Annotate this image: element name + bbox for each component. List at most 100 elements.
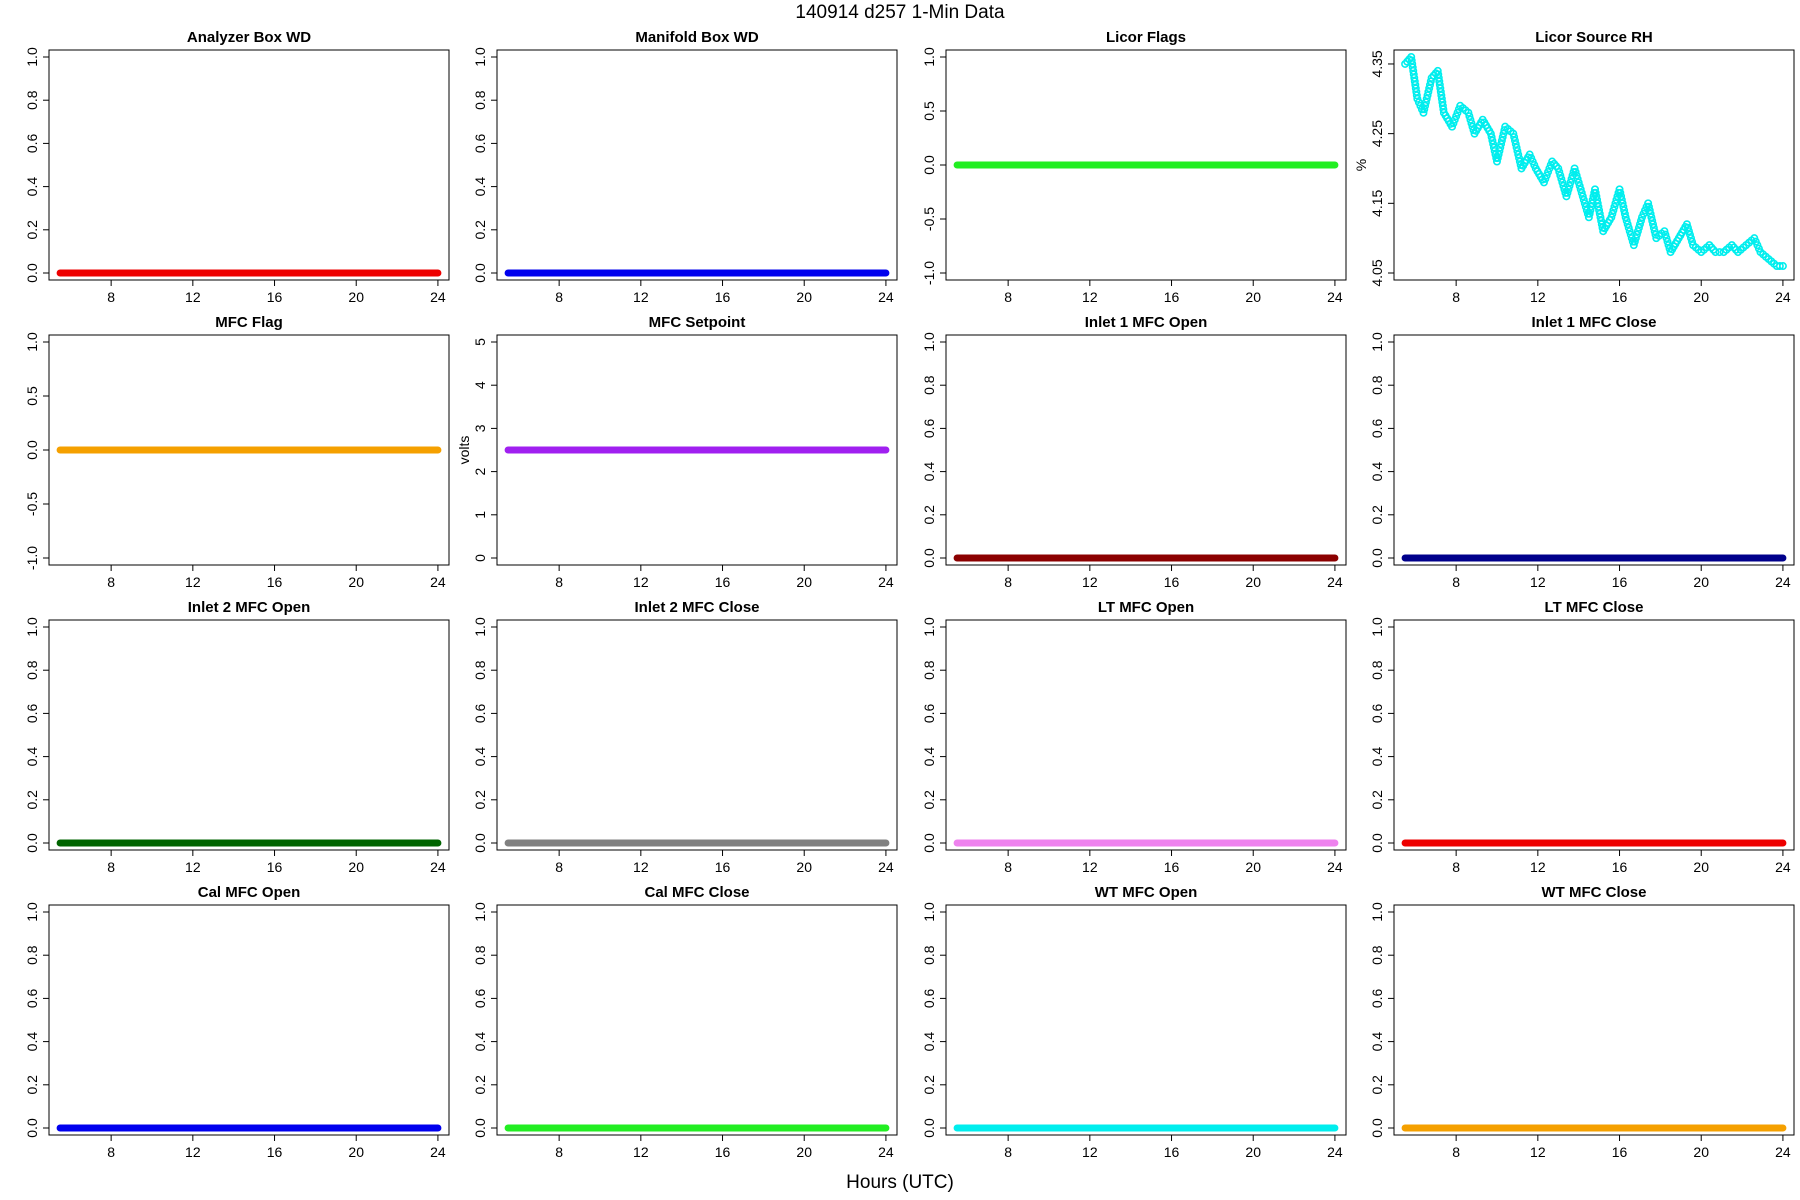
y-tick-label: 0.2 — [1369, 1075, 1385, 1095]
y-tick-label: -0.5 — [921, 207, 937, 231]
y-tick-label: 2 — [472, 467, 488, 475]
panel-title: Licor Flags — [1106, 29, 1186, 46]
panel: Inlet 2 MFC Close 8 12 16 20 24 0.0 0.2 0.4 0.6 0.… — [472, 599, 898, 875]
data-point — [1570, 164, 1579, 173]
data-point — [1687, 234, 1696, 243]
x-axis-title: Hours (UTC) — [846, 1172, 954, 1193]
x-tick-label: 8 — [107, 859, 115, 875]
data-point — [1494, 150, 1503, 159]
y-tick-label: 0.8 — [472, 90, 488, 110]
data-point — [1618, 199, 1627, 208]
x-tick-label: 20 — [1693, 574, 1709, 590]
data-point — [1775, 262, 1784, 271]
y-tick-label: -1.0 — [24, 546, 40, 570]
y-tick-label: 0.4 — [921, 462, 937, 482]
x-tick-label: 20 — [1693, 1144, 1709, 1160]
panel: Inlet 1 MFC Close 8 12 16 20 24 0.0 0.2 0.4 0.6 0.… — [1369, 314, 1795, 590]
data-point — [1577, 188, 1586, 197]
plot-frame — [496, 334, 898, 566]
panel-title: Inlet 2 MFC Close — [634, 599, 759, 616]
panel-title: Cal MFC Close — [644, 884, 749, 901]
data-point — [1597, 216, 1606, 225]
x-tick-label: 20 — [348, 1144, 364, 1160]
data-point — [1584, 213, 1593, 222]
panel-title: MFC Flag — [215, 314, 283, 331]
data-point — [1422, 94, 1431, 103]
x-tick-label: 20 — [796, 574, 812, 590]
y-axis-label: % — [1353, 159, 1369, 171]
plot-frame — [1393, 49, 1795, 281]
y-tick-label: 0.8 — [921, 945, 937, 965]
y-tick-label: -1.0 — [921, 261, 937, 285]
x-tick-label: 24 — [430, 1144, 446, 1160]
x-tick-label: 8 — [1452, 289, 1460, 305]
x-tick-label: 20 — [796, 859, 812, 875]
panel-title: WT MFC Close — [1542, 884, 1647, 901]
x-tick-label: 12 — [185, 1144, 201, 1160]
data-point — [1585, 209, 1594, 218]
data-point — [1632, 230, 1641, 239]
data-point — [1425, 84, 1434, 93]
data-point — [1466, 115, 1475, 124]
panel: Manifold Box WD 8 12 16 20 24 0.0 0.2 0.4 0.6 0.8 1… — [472, 29, 898, 305]
data-point — [1621, 213, 1630, 222]
x-tick-label: 24 — [1775, 574, 1791, 590]
y-tick-label: 4.35 — [1369, 50, 1385, 77]
data-point — [1412, 91, 1421, 100]
x-tick-label: 8 — [1004, 289, 1012, 305]
x-tick-label: 12 — [633, 1144, 649, 1160]
data-point — [1489, 140, 1498, 149]
y-tick-label: 0.6 — [472, 703, 488, 723]
x-tick-label: 20 — [348, 859, 364, 875]
x-tick-label: 16 — [267, 289, 283, 305]
y-tick-label: 0.2 — [921, 1075, 937, 1095]
y-tick-label: 0.0 — [24, 263, 40, 283]
y-tick-label: 0.2 — [472, 220, 488, 240]
panel-title: LT MFC Open — [1098, 599, 1194, 616]
y-tick-label: 1.0 — [1369, 617, 1385, 637]
y-tick-label: 0.6 — [1369, 703, 1385, 723]
data-point — [1778, 262, 1787, 271]
panel: Inlet 2 MFC Open 8 12 16 20 24 0.0 0.2 0.4 0.6 0.8… — [24, 599, 450, 875]
y-tick-label: 4 — [472, 381, 488, 389]
x-tick-label: 12 — [1530, 574, 1546, 590]
panel: Cal MFC Close 8 12 16 20 24 0.0 0.2 0.4 0.6 0.8 1.0 — [472, 884, 898, 1160]
x-tick-label: 12 — [185, 574, 201, 590]
y-tick-label: 0.4 — [1369, 462, 1385, 482]
plot-frame — [1393, 619, 1795, 851]
data-point — [1620, 209, 1629, 218]
data-point — [1514, 150, 1523, 159]
y-tick-label: 0.2 — [24, 220, 40, 240]
data-point — [1426, 80, 1435, 89]
data-point — [1645, 206, 1654, 215]
data-point — [1607, 213, 1616, 222]
y-tick-label: 1.0 — [24, 332, 40, 352]
y-tick-label: 0.4 — [24, 747, 40, 767]
data-point — [1420, 105, 1429, 114]
data-point — [1571, 167, 1580, 176]
data-point — [1587, 202, 1596, 211]
data-point — [1631, 234, 1640, 243]
y-tick-label: 0.2 — [921, 790, 937, 810]
data-point — [1509, 129, 1518, 138]
data-point — [1649, 220, 1658, 229]
data-point — [1635, 220, 1644, 229]
x-tick-label: 24 — [430, 289, 446, 305]
panel: Analyzer Box WD 8 12 16 20 24 0.0 0.2 0.4 0.6 0.8 1… — [24, 29, 450, 305]
x-tick-label: 20 — [348, 289, 364, 305]
y-tick-label: 0.8 — [921, 375, 937, 395]
panel-title: Licor Source RH — [1535, 29, 1653, 46]
y-tick-label: 1.0 — [472, 47, 488, 67]
x-tick-label: 24 — [1775, 1144, 1791, 1160]
x-tick-label: 16 — [267, 574, 283, 590]
data-point — [1644, 202, 1653, 211]
data-point — [1576, 185, 1585, 194]
y-tick-label: 0.4 — [1369, 747, 1385, 767]
y-tick-label: 0.4 — [472, 747, 488, 767]
data-point — [1591, 188, 1600, 197]
x-tick-label: 8 — [1004, 1144, 1012, 1160]
y-tick-label: 0.6 — [921, 703, 937, 723]
x-tick-label: 12 — [1530, 1144, 1546, 1160]
x-tick-label: 24 — [878, 289, 894, 305]
